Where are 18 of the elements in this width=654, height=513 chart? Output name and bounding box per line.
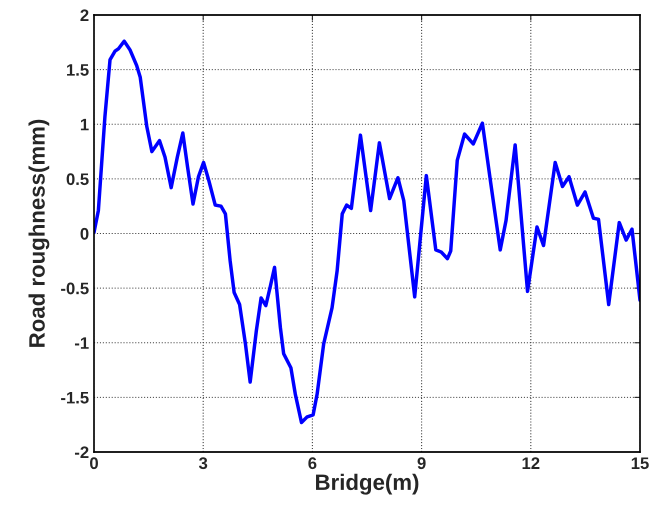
y-tick-label: 2 xyxy=(80,9,88,22)
y-tick-label: -1.5 xyxy=(61,392,89,404)
y-tick-label: -2 xyxy=(74,446,88,458)
x-tick-label: 0 xyxy=(90,457,98,470)
y-tick-label: 1.5 xyxy=(67,64,89,76)
x-tick-label: 3 xyxy=(198,457,208,470)
x-tick-label: 6 xyxy=(308,457,316,470)
y-axis-title: Road roughness(mm) xyxy=(28,120,50,347)
line-series xyxy=(94,39,640,424)
y-tick-label: 0.5 xyxy=(66,173,89,186)
y-tick-label: -0.5 xyxy=(61,282,89,294)
x-tick-label: 9 xyxy=(418,457,426,470)
y-tick-label: 1 xyxy=(80,118,89,130)
x-tick-label: 12 xyxy=(522,457,540,469)
x-axis-title: Bridge(m) xyxy=(316,474,418,495)
y-tick-label: -1 xyxy=(74,337,89,349)
x-tick-label: 15 xyxy=(632,457,649,470)
y-tick-label: 0 xyxy=(80,228,88,240)
